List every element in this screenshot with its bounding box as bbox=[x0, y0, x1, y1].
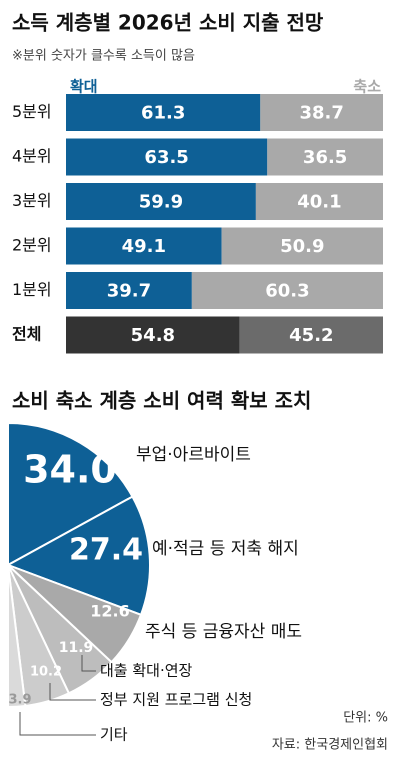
data-label: 27.4 bbox=[69, 533, 143, 568]
data-label: 50.9 bbox=[280, 236, 324, 257]
y-tick-label: 5분위 bbox=[12, 102, 52, 121]
bar-segment bbox=[66, 94, 261, 131]
data-label: 3.9 bbox=[8, 693, 31, 708]
category-label: 예·적금 등 저축 해지 bbox=[152, 539, 299, 559]
data-label: 61.3 bbox=[141, 103, 185, 124]
legend-label: 축소 bbox=[353, 78, 381, 96]
y-tick-label: 3분위 bbox=[12, 191, 52, 210]
leader-line bbox=[49, 683, 96, 701]
bar-segment bbox=[267, 138, 383, 176]
bar-segment bbox=[66, 227, 222, 265]
data-label: 12.6 bbox=[90, 602, 129, 621]
chart-title: 소득 계층별 2026년 소비 지출 전망 bbox=[12, 11, 324, 35]
category-label: 기타 bbox=[100, 726, 128, 744]
y-tick-label: 전체 bbox=[12, 325, 41, 344]
leader-line bbox=[81, 655, 96, 672]
pie-slice bbox=[7, 564, 27, 709]
unit-note: 단위: % bbox=[343, 711, 388, 726]
category-label: 주식 등 금융자산 매도 bbox=[145, 622, 302, 642]
bar-segment bbox=[66, 272, 192, 309]
pie-slice bbox=[7, 421, 134, 567]
data-label: 10.2 bbox=[30, 665, 62, 680]
category-label: 부업·아르바이트 bbox=[136, 445, 251, 465]
bar-segment bbox=[260, 94, 383, 131]
y-tick-label: 4분위 bbox=[12, 147, 52, 166]
source-note: 자료: 한국경제인협회 bbox=[272, 738, 388, 753]
bar-segment bbox=[255, 183, 383, 220]
chart-title: 소비 축소 계층 소비 여력 확보 조치 bbox=[12, 389, 311, 413]
data-label: 11.9 bbox=[59, 640, 94, 656]
data-label: 49.1 bbox=[122, 236, 166, 257]
data-label: 63.5 bbox=[144, 147, 188, 168]
data-label: 60.3 bbox=[265, 281, 309, 302]
leader-line bbox=[19, 712, 96, 736]
bar-segment bbox=[66, 183, 256, 220]
bar-segment bbox=[66, 316, 240, 354]
data-label: 45.2 bbox=[289, 325, 333, 346]
bar-segment bbox=[66, 138, 268, 176]
bar-segment bbox=[191, 272, 383, 309]
data-label: 34.0 bbox=[23, 448, 117, 492]
y-tick-label: 2분위 bbox=[12, 236, 52, 255]
chart-subtitle: ※분위 숫자가 클수록 소득이 많음 bbox=[12, 49, 195, 64]
y-tick-label: 1분위 bbox=[12, 280, 52, 299]
category-label: 정부 지원 프로그램 신청 bbox=[100, 691, 252, 709]
bar-segment bbox=[239, 316, 383, 354]
bar-segment bbox=[221, 227, 383, 265]
category-label: 대출 확대·연장 bbox=[100, 662, 193, 680]
pie-slice bbox=[5, 495, 151, 617]
data-label: 38.7 bbox=[299, 103, 343, 124]
data-label: 36.5 bbox=[303, 147, 347, 168]
legend-label: 확대 bbox=[70, 78, 98, 96]
data-label: 59.9 bbox=[139, 192, 183, 213]
data-label: 39.7 bbox=[107, 281, 151, 302]
data-label: 54.8 bbox=[131, 325, 175, 346]
data-label: 40.1 bbox=[297, 192, 341, 213]
